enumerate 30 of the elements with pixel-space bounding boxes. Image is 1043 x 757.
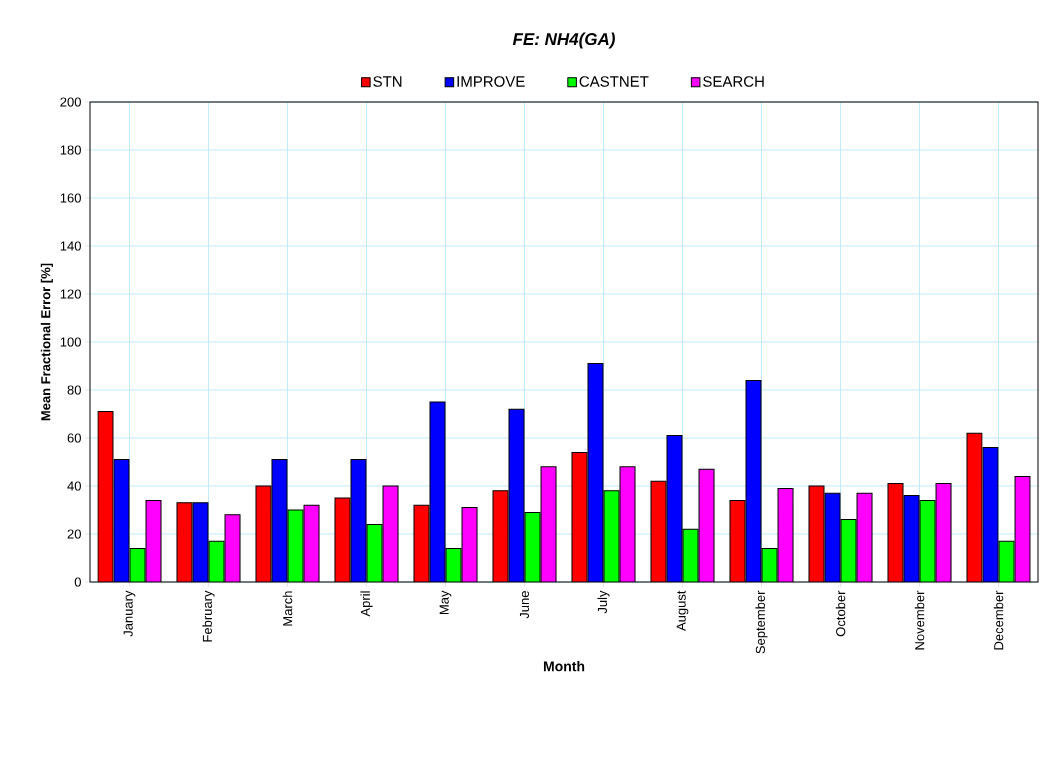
legend-label: CASTNET xyxy=(579,76,649,87)
y-tick-label: 60 xyxy=(67,433,81,443)
chart-title: FE: NH4(GA) xyxy=(512,32,615,49)
y-tick-label: 160 xyxy=(60,193,81,203)
y-tick-label: 100 xyxy=(60,337,81,347)
x-tick-label: January xyxy=(123,590,136,637)
x-axis-title: Month xyxy=(543,660,585,672)
x-tick-label: October xyxy=(835,590,846,637)
x-tick-label: February xyxy=(202,590,215,642)
x-tick-label: May xyxy=(439,590,452,615)
x-tick-label: August xyxy=(676,590,689,631)
legend-label: STN xyxy=(373,76,402,87)
x-tick-label: June xyxy=(519,591,530,619)
y-tick-label: 140 xyxy=(60,241,81,251)
y-tick-label: 200 xyxy=(60,97,81,107)
x-tick-label: July xyxy=(597,590,610,614)
y-tick-label: 180 xyxy=(60,145,81,155)
y-tick-label: 40 xyxy=(67,481,81,491)
legend-label: SEARCH xyxy=(703,76,764,87)
x-tick-label: November xyxy=(914,590,925,650)
x-tick-label: March xyxy=(282,591,293,626)
y-axis-title: Mean Fractional Error [%] xyxy=(40,263,53,421)
y-tick-label: 20 xyxy=(67,529,81,539)
x-tick-label: September xyxy=(755,590,768,654)
y-tick-label: 80 xyxy=(67,385,81,395)
y-tick-label: 0 xyxy=(74,577,81,587)
x-tick-label: December xyxy=(993,590,1004,650)
y-tick-label: 120 xyxy=(60,289,81,299)
legend-label: IMPROVE xyxy=(457,76,525,87)
x-tick-label: April xyxy=(360,591,373,617)
